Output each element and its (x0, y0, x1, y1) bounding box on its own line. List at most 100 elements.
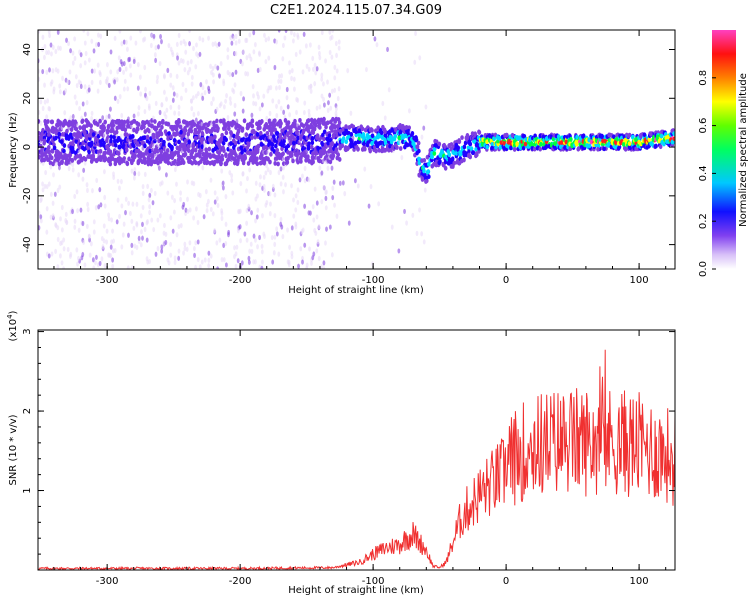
spectrogram-cell (329, 105, 333, 111)
spectrogram-cell (347, 220, 351, 226)
spectrogram-cell (46, 119, 50, 124)
spectrogram-cell (377, 201, 381, 207)
spectrogram-cell (369, 183, 373, 190)
spectrogram-cell (268, 211, 272, 217)
spectrogram-cell (66, 246, 70, 253)
spectrogram-cell (335, 213, 339, 219)
spectrogram-cell (102, 238, 106, 244)
spectrogram-cell (310, 140, 315, 146)
spectrogram-cell (271, 183, 275, 189)
spectrogram-cell (250, 210, 253, 216)
spectrogram-cell (175, 181, 178, 187)
spectrogram-cell (119, 133, 123, 139)
spectrogram-cell (292, 31, 296, 38)
snr-xtick-label: -300 (96, 576, 119, 587)
spectrogram-cell (81, 176, 85, 182)
spectrogram-cell (51, 200, 55, 206)
spectrogram-cell (241, 49, 245, 55)
spectrogram-cell (222, 242, 226, 248)
spectrogram-cell (59, 45, 62, 51)
spectrogram-cell (219, 60, 223, 67)
spectrogram-cell (179, 129, 183, 135)
spectrogram-cell (183, 241, 187, 247)
spectrogram-cell (69, 115, 73, 121)
spectrogram-cell (131, 201, 135, 207)
spectrogram-cell (83, 84, 87, 90)
spectrogram-cell (163, 74, 166, 80)
spectrogram-xtick-label: 100 (630, 275, 649, 286)
spectrogram-cell (122, 60, 126, 67)
spectrogram-cell (73, 193, 77, 200)
spectrogram-cell (58, 165, 61, 171)
spectrogram-cell (297, 263, 300, 269)
spectrogram-cell (268, 110, 272, 116)
spectrogram-cell (291, 140, 296, 146)
spectrogram-cell (320, 199, 324, 205)
spectrogram-cell (302, 109, 306, 116)
spectrogram-cell (132, 225, 136, 231)
spectrogram-cell (54, 135, 58, 141)
spectrogram-cell (258, 66, 262, 73)
spectrogram-cell (75, 100, 79, 106)
spectrogram-cell (305, 63, 309, 69)
spectrogram-cell (130, 168, 134, 174)
spectrogram-cell (73, 224, 77, 230)
spectrogram-cell (266, 88, 270, 94)
spectrogram-cell (172, 209, 176, 215)
spectrogram-cell (310, 260, 313, 266)
spectrogram-cell (122, 119, 127, 125)
spectrogram-cell (42, 138, 47, 144)
spectrogram-cell (309, 88, 313, 94)
spectrogram-cell (437, 160, 442, 166)
spectrogram-cell (113, 157, 117, 163)
spectrogram-cell (254, 218, 257, 224)
spectrogram-cell (214, 63, 217, 69)
spectrogram-cell (135, 201, 139, 207)
spectrogram-cell (328, 92, 332, 98)
spectrogram-cell (186, 179, 189, 185)
snr-xtick-label: 100 (630, 576, 649, 587)
spectrogram-cell (381, 124, 385, 130)
spectrogram-cell (51, 68, 55, 74)
spectrogram-cell (172, 151, 177, 157)
spectrogram-cell (240, 128, 245, 133)
spectrogram-cell (47, 131, 51, 137)
spectrogram-cell (196, 239, 200, 245)
spectrogram-cell (220, 215, 224, 221)
spectrogram-cell (224, 98, 227, 104)
spectrogram-cell (322, 184, 326, 191)
spectrogram-cell (432, 151, 437, 156)
spectrogram-cell (242, 96, 245, 102)
spectrogram-cell (74, 126, 79, 132)
spectrogram-cell (502, 140, 506, 146)
spectrogram-cell (146, 183, 150, 189)
spectrogram-cell (327, 133, 332, 139)
spectrogram-cell (132, 127, 136, 133)
spectrogram-cell (390, 224, 394, 230)
spectrogram-cell (269, 169, 272, 176)
spectrogram-cell (179, 156, 184, 161)
spectrogram-cell (138, 74, 142, 80)
spectrogram-cell (286, 155, 290, 161)
spectrogram-cell (47, 30, 51, 35)
spectrogram-cell (262, 174, 266, 180)
spectrogram-cell (194, 240, 198, 246)
spectrogram-cell (260, 102, 264, 108)
spectrogram-cell (141, 221, 144, 227)
spectrogram-cell (86, 206, 90, 213)
spectrogram-cell (296, 97, 300, 103)
spectrogram-cell (192, 215, 196, 221)
spectrogram-cell (65, 161, 69, 166)
spectrogram-cell (195, 206, 198, 212)
spectrogram-cell (141, 152, 146, 158)
spectrogram-cell (123, 78, 127, 84)
spectrogram-cell (118, 66, 122, 73)
spectrogram-cell (228, 71, 232, 77)
snr-xlabel: Height of straight line (km) (288, 585, 424, 596)
spectrogram-cell (121, 232, 125, 238)
spectrogram-cell (230, 177, 234, 184)
spectrogram-cell (179, 190, 182, 196)
spectrogram-cell (132, 152, 136, 158)
spectrogram-cell (309, 117, 314, 123)
spectrogram-cell (307, 66, 311, 72)
